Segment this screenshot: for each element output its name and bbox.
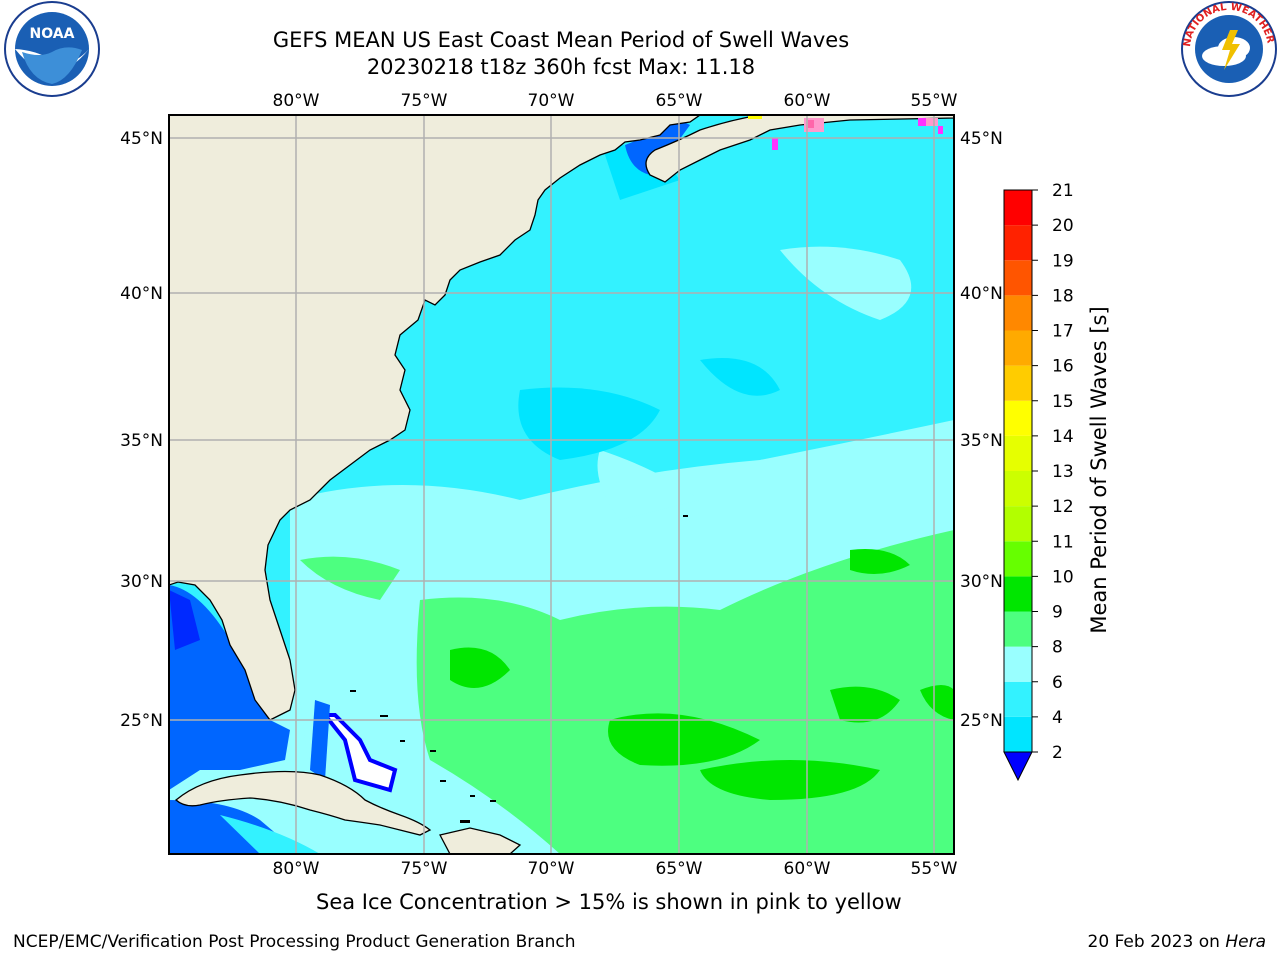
field-cyan (700, 358, 780, 396)
lat-label-left: 35°N (120, 431, 163, 451)
colorbar-segment (1004, 681, 1032, 717)
colorbar-segment (1004, 646, 1032, 682)
noaa-logo: NOAA (4, 1, 100, 97)
sea-ice-marks (748, 115, 943, 150)
field-bright-green (920, 685, 954, 720)
colorbar-segment (1004, 365, 1032, 401)
colorbar-segment (1004, 400, 1032, 436)
colorbar-tick-label: 11 (1052, 532, 1074, 552)
field-gulf-dark (169, 590, 200, 650)
map-area (169, 115, 954, 854)
land-cuba (175, 770, 432, 836)
field-bright-green (850, 549, 910, 574)
field-caribbean-cyan (220, 815, 320, 854)
footer-date-text: 20 Feb 2023 on (1087, 932, 1220, 952)
lat-label-left: 25°N (120, 711, 163, 731)
colorbar-label: Mean Period of Swell Waves [s] (1087, 306, 1111, 633)
nws-logo: NATIONAL WEATHER SERVICE (1178, 0, 1277, 97)
colorbar-tick-label: 4 (1052, 708, 1063, 728)
colorbar-segment (1004, 435, 1032, 471)
colorbar-tick-label: 14 (1052, 427, 1074, 447)
chart-subtitle: 20230218 t18z 360h fcst Max: 11.18 (366, 55, 756, 79)
colorbar-segment (1004, 260, 1032, 296)
chart-title: GEFS MEAN US East Coast Mean Period of S… (272, 28, 850, 52)
field-gulf-blue (169, 585, 290, 790)
colorbar-segment (1004, 330, 1032, 366)
field-light-cyan (780, 246, 912, 320)
land-hispaniola (439, 827, 522, 854)
colorbar-tick-label: 16 (1052, 357, 1074, 377)
colorbar-segment (1004, 295, 1032, 331)
lat-label-right: 45°N (960, 129, 1003, 149)
lon-label-bottom: 65°W (656, 859, 703, 879)
field-fundy (625, 120, 690, 175)
colorbar-segment (1004, 541, 1032, 577)
land-us (169, 115, 702, 721)
colorbar-tick-label: 21 (1052, 181, 1074, 201)
lon-label-bottom: 75°W (401, 859, 448, 879)
sea-ice-caption: Sea Ice Concentration > 15% is shown in … (316, 890, 902, 914)
field-bright-green (450, 647, 510, 688)
colorbar-tick-label: 15 (1052, 392, 1074, 412)
colorbar-segment (1004, 190, 1032, 226)
lat-label-right: 30°N (960, 572, 1003, 592)
colorbar-tick-label: 2 (1052, 743, 1063, 763)
field-bright-green (700, 760, 880, 800)
colorbar-segment (1004, 716, 1032, 752)
lat-label-right: 35°N (960, 431, 1003, 451)
field-bright-green (830, 686, 900, 723)
colorbar-tick-label: 8 (1052, 638, 1063, 658)
land-maritimes (645, 115, 954, 183)
lat-label-right: 25°N (960, 711, 1003, 731)
map-frame (168, 114, 955, 855)
colorbar-tick-label: 6 (1052, 673, 1063, 693)
colorbar: 2 4 6 8 9 10 11 12 13 14 15 16 17 18 19 20 21 (1003, 181, 1074, 782)
lon-label-top: 80°W (273, 91, 320, 111)
lat-label-left: 45°N (120, 129, 163, 149)
colorbar-tick-label: 12 (1052, 497, 1074, 517)
field-green (300, 556, 400, 600)
lon-label-bottom: 60°W (784, 859, 831, 879)
colorbar-tick-label: 10 (1052, 567, 1074, 587)
land-bahamas (350, 690, 496, 823)
lon-label-top: 55°W (911, 91, 958, 111)
lon-label-bottom: 80°W (273, 859, 320, 879)
lon-label-top: 70°W (528, 91, 575, 111)
lon-label-top: 65°W (656, 91, 703, 111)
lon-label-top: 75°W (401, 91, 448, 111)
land-bermuda (683, 515, 688, 517)
field-light-cyan (597, 450, 700, 520)
colorbar-under-arrow (1003, 751, 1033, 782)
gridlines (169, 115, 954, 854)
colorbar-segment (1004, 506, 1032, 542)
colorbar-tick-label: 19 (1052, 251, 1074, 271)
colorbar-tick-label: 9 (1052, 603, 1063, 623)
lon-label-bottom: 70°W (528, 859, 575, 879)
colorbar-segment (1004, 576, 1032, 612)
lat-label-left: 40°N (120, 284, 163, 304)
lat-label-left: 30°N (120, 572, 163, 592)
colorbar-segment (1004, 471, 1032, 507)
colorbar-tick-label: 13 (1052, 462, 1074, 482)
lat-label-right: 40°N (960, 284, 1003, 304)
colorbar-tick-label: 20 (1052, 216, 1074, 236)
footer-credit: NCEP/EMC/Verification Post Processing Pr… (13, 932, 576, 952)
lon-label-top: 60°W (784, 91, 831, 111)
colorbar-tick-label: 17 (1052, 322, 1074, 342)
footer-date: 20 Feb 2023 on Hera (1088, 932, 1266, 952)
colorbar-tick-label: 18 (1052, 286, 1074, 306)
svg-text:NOAA: NOAA (30, 26, 75, 42)
field-cyan (518, 387, 660, 460)
colorbar-segment (1004, 225, 1032, 261)
field-bright-green (608, 713, 760, 766)
lon-label-bottom: 55°W (911, 859, 958, 879)
footer-machine: Hera (1225, 932, 1266, 952)
field-bahamas-white (320, 713, 398, 793)
colorbar-segment (1004, 611, 1032, 647)
